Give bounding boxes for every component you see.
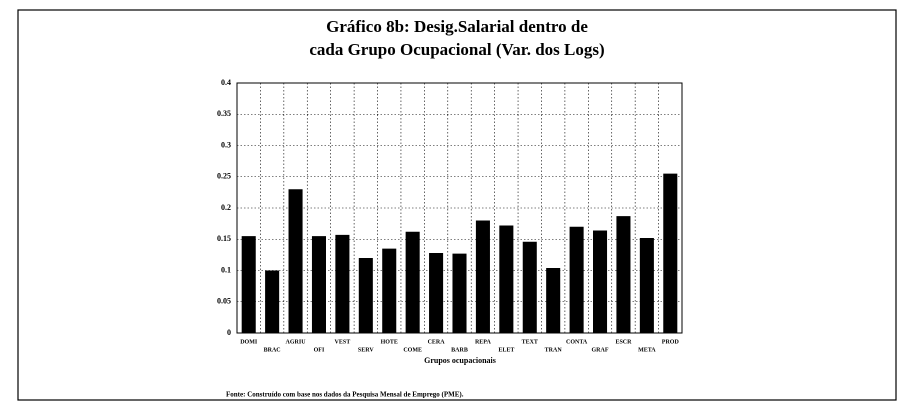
bar <box>475 220 490 333</box>
bar <box>616 216 631 333</box>
x-tick-label: BARB <box>451 347 468 353</box>
x-tick-label: OFI <box>314 347 325 353</box>
bar <box>639 238 654 333</box>
bar <box>569 226 584 333</box>
x-tick-label: TRAN <box>545 347 563 353</box>
bar <box>499 225 514 333</box>
x-tick-label: DOMI <box>240 339 258 345</box>
x-tick-label: PROD <box>662 339 680 345</box>
y-tick-label: 0.35 <box>217 109 231 118</box>
y-tick-label: 0.1 <box>221 265 231 274</box>
x-tick-label: BRAC <box>264 347 281 353</box>
chart-title: cada Grupo Ocupacional (Var. dos Logs) <box>309 40 604 59</box>
bar <box>288 189 303 333</box>
x-tick-label: ELET <box>498 347 514 353</box>
x-tick-label: GRAF <box>592 347 609 353</box>
bar <box>593 230 608 333</box>
x-tick-label: CERA <box>428 339 446 345</box>
y-tick-label: 0.2 <box>221 203 231 212</box>
y-tick-label: 0.4 <box>221 78 231 87</box>
x-tick-label: TEXT <box>522 339 538 345</box>
bar <box>429 253 444 333</box>
x-tick-label: HOTE <box>381 339 398 345</box>
bar <box>405 231 420 333</box>
x-tick-label: REPA <box>475 339 492 345</box>
bar <box>546 268 561 333</box>
x-tick-label: ESCR <box>615 339 632 345</box>
x-tick-label: COME <box>403 347 422 353</box>
bar <box>241 236 256 333</box>
y-tick-label: 0.05 <box>217 297 231 306</box>
x-tick-label: AGRIU <box>286 339 307 345</box>
bar <box>452 253 467 333</box>
bar <box>382 248 397 333</box>
y-tick-label: 0 <box>227 328 231 337</box>
y-tick-label: 0.25 <box>217 172 231 181</box>
x-tick-label: META <box>638 347 656 353</box>
x-tick-label: SERV <box>358 347 374 353</box>
x-tick-label: CONTA <box>566 339 588 345</box>
y-tick-label: 0.15 <box>217 234 231 243</box>
bar <box>358 258 373 333</box>
bar <box>663 173 678 333</box>
chart-title: Gráfico 8b: Desig.Salarial dentro de <box>326 17 588 36</box>
x-tick-label: VEST <box>335 339 351 345</box>
bar <box>311 236 326 333</box>
x-axis-label: Grupos ocupacionais <box>424 356 496 365</box>
bar <box>265 270 280 333</box>
source-note: Fonte: Construído com base nos dados da … <box>226 391 464 399</box>
bar <box>522 241 537 333</box>
frame <box>17 9 897 401</box>
y-tick-label: 0.3 <box>221 140 231 149</box>
bar <box>335 234 350 333</box>
